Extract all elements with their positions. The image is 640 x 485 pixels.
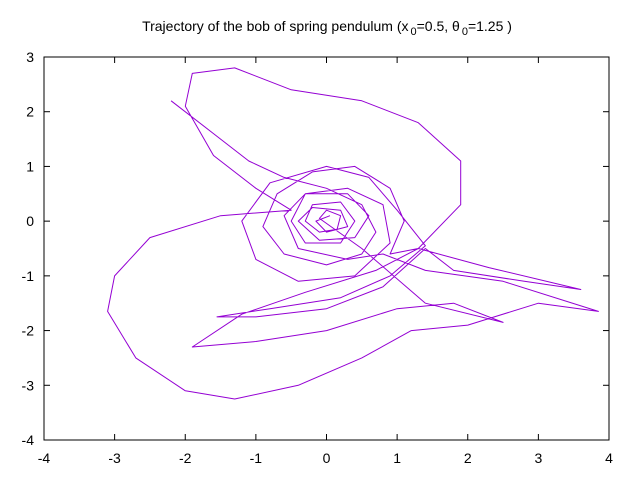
y-tick-label: -4 — [22, 432, 35, 448]
x-tick-label: 4 — [605, 450, 613, 466]
plot-border — [43, 56, 610, 441]
y-tick-label: -2 — [22, 323, 35, 339]
trajectory — [107, 67, 599, 400]
x-tick-label: -1 — [250, 450, 263, 466]
title-subscript: 0 — [410, 26, 416, 38]
y-tick-label: -1 — [22, 268, 35, 284]
x-tick-label: -2 — [179, 450, 192, 466]
y-tick-label: 1 — [26, 158, 34, 174]
title-text: =1.25 ) — [468, 18, 512, 34]
y-tick-label: 3 — [26, 49, 34, 65]
y-tick-label: -3 — [22, 377, 35, 393]
x-tick-label: 0 — [323, 450, 331, 466]
x-tick-label: 3 — [534, 450, 542, 466]
title-text: =0.5, θ — [417, 18, 460, 34]
x-tick-label: 1 — [393, 450, 401, 466]
x-tick-label: -3 — [108, 450, 121, 466]
title-subscript: 0 — [462, 26, 468, 38]
chart-title: Trajectory of the bob of spring pendulum… — [142, 18, 512, 38]
x-tick-label: 2 — [464, 450, 472, 466]
title-text: Trajectory of the bob of spring pendulum… — [142, 18, 408, 34]
x-tick-label: -4 — [38, 450, 51, 466]
y-tick-label: 0 — [26, 213, 34, 229]
y-tick-label: 2 — [26, 104, 34, 120]
